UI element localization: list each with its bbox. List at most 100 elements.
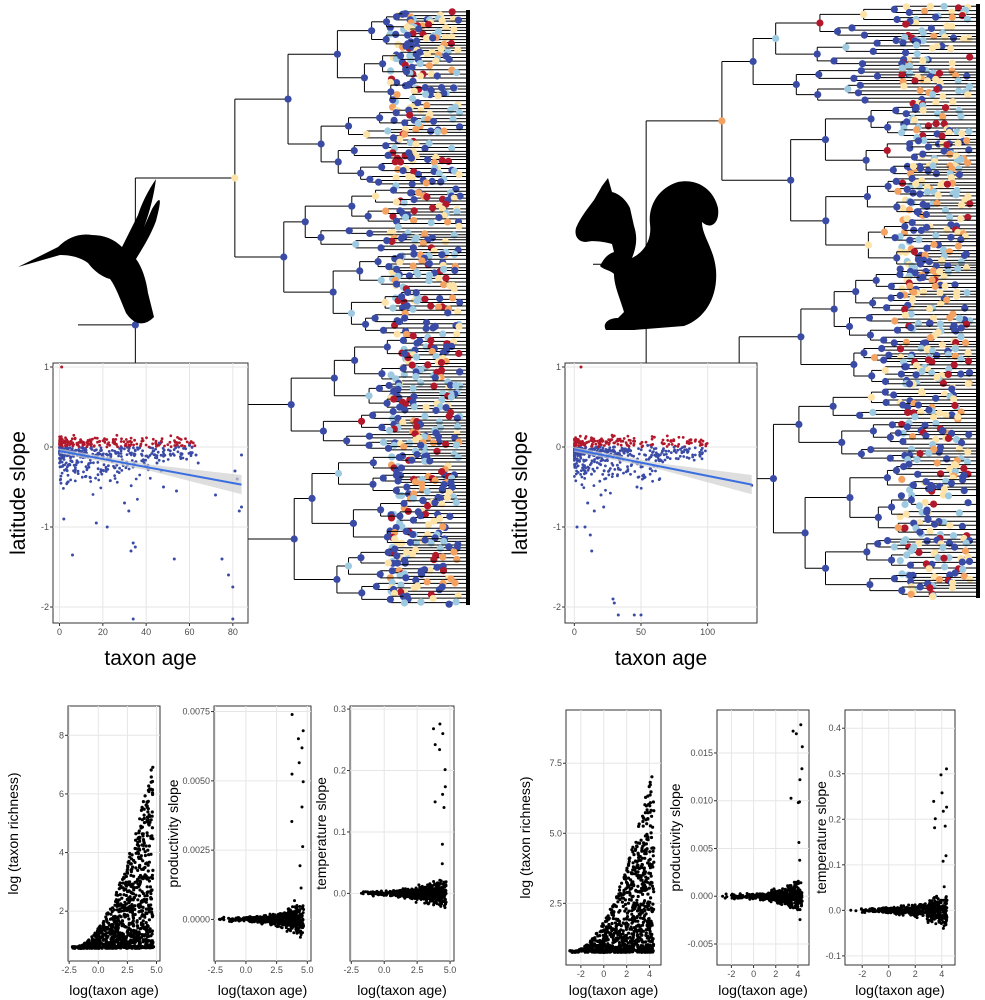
data-point	[586, 468, 590, 472]
y-tick-label: 1	[44, 362, 49, 372]
data-point	[185, 440, 189, 444]
data-point	[132, 443, 136, 447]
data-point	[639, 486, 643, 490]
data-point	[104, 939, 108, 943]
mammal-tree-internal-node	[852, 288, 860, 296]
bird-tree-tip-node	[409, 244, 417, 252]
data-point	[96, 945, 100, 949]
mammal-tree-tip-node	[944, 370, 952, 378]
data-point	[603, 450, 606, 453]
bird-tree-tip-node	[436, 424, 444, 432]
bird-tree-internal-node	[382, 35, 390, 44]
data-point	[117, 454, 120, 458]
mammal-tree-tip-node	[963, 72, 971, 80]
data-point	[126, 889, 130, 894]
mammal-tree-internal-node	[848, 24, 856, 32]
x-tick-label: -2.5	[207, 965, 223, 975]
data-point	[194, 453, 198, 457]
bird-tree-tip-node	[387, 371, 395, 379]
mammal-tree-tip-node	[930, 573, 938, 581]
bird-productivity-panel: -2.5 0.0 2.5 5.0 0.0000 0.0025 0.0050 0.0075 log…	[165, 705, 314, 998]
bird-tree-internal-node	[413, 339, 421, 347]
data-point	[120, 455, 123, 458]
mammal-tree-tip-node	[933, 459, 941, 467]
data-point	[98, 443, 101, 447]
bird-tree-tip-node	[386, 78, 395, 86]
mammal-tree-tip-node	[941, 206, 950, 214]
data-point	[143, 853, 147, 858]
data-point	[113, 466, 116, 470]
data-point	[151, 914, 155, 918]
bird-tree-tip-node	[435, 169, 443, 178]
bird-tree-tip-node	[387, 514, 396, 522]
data-point	[135, 847, 139, 851]
bird-tree-internal-node	[393, 552, 401, 560]
x-tick-label: 100	[700, 627, 715, 637]
data-point	[577, 444, 580, 447]
data-point	[648, 472, 652, 476]
data-point	[196, 461, 200, 465]
bird-tree-tip-node	[453, 555, 461, 564]
mammal-tree-tip-node	[932, 231, 940, 240]
bird-tree-internal-node	[403, 483, 411, 491]
data-point	[119, 449, 123, 453]
data-point	[133, 453, 137, 456]
bird-tree-tip-node	[417, 441, 425, 449]
bird-tree-tip-node	[401, 559, 409, 567]
bird-tree-internal-node	[397, 293, 406, 301]
data-point	[161, 450, 165, 454]
data-point	[665, 445, 669, 448]
bird-tree-internal-node	[385, 263, 393, 271]
bird-tree-tip-node	[442, 404, 450, 412]
bird-tree-internal-node	[397, 234, 406, 243]
data-point	[151, 442, 155, 446]
mammal-tree-internal-node	[910, 153, 919, 161]
bird-tree-internal-node	[308, 494, 316, 502]
y-tick-label: 0	[44, 442, 49, 452]
mammal-tree-internal-node	[906, 561, 915, 569]
mammal-tree-tip-node	[955, 445, 963, 453]
bird-tree-internal-node	[349, 519, 358, 528]
data-point	[132, 896, 136, 900]
bird-tree-tip-node	[436, 295, 444, 303]
data-point	[102, 919, 106, 924]
data-point	[145, 800, 149, 805]
bird-tree-tip-node	[427, 336, 435, 345]
mammal-tree-tip-node	[964, 348, 972, 357]
data-point	[594, 446, 598, 450]
mammal-tree-internal-node	[861, 96, 869, 104]
data-point	[135, 919, 139, 923]
bird-tree-internal-node	[421, 84, 429, 92]
mammal-tree-tip-node	[907, 547, 916, 555]
y-tick-label: 2	[59, 906, 64, 916]
data-point	[124, 438, 128, 441]
data-point	[672, 438, 676, 442]
data-point	[62, 487, 65, 490]
mammal-tree-tip-node	[906, 69, 914, 78]
bird-tree-tip-node	[439, 553, 447, 561]
bird-tree-internal-node	[361, 320, 370, 328]
mammal-tree-tip-node	[896, 557, 904, 565]
bird-tree-tip-node	[456, 299, 464, 307]
mammal-tree-tip-edge	[976, 4, 980, 598]
data-point	[629, 441, 633, 445]
bird-tree-tip-node	[431, 499, 439, 507]
data-point	[298, 864, 302, 868]
bird-tree-internal-node	[389, 134, 398, 142]
data-point	[108, 479, 112, 483]
data-point	[97, 478, 101, 482]
data-point	[70, 447, 74, 451]
data-point	[585, 441, 588, 445]
data-point	[110, 449, 114, 452]
data-point	[148, 454, 152, 457]
x-tick-label: 80	[228, 627, 238, 637]
mammal-tree-tip-node	[960, 572, 968, 580]
bird-tree-internal-node	[392, 280, 401, 288]
bird-tree-internal-node	[393, 198, 401, 206]
y-tick-label: 0.0000	[182, 914, 210, 924]
mammal-tree-tip-node	[948, 411, 956, 419]
bird-tree-internal-node	[330, 374, 338, 382]
bird-tree-tip-node	[390, 116, 398, 124]
bird-tree-tip-node	[452, 381, 460, 389]
mammal-tree-tip-node	[932, 13, 940, 21]
